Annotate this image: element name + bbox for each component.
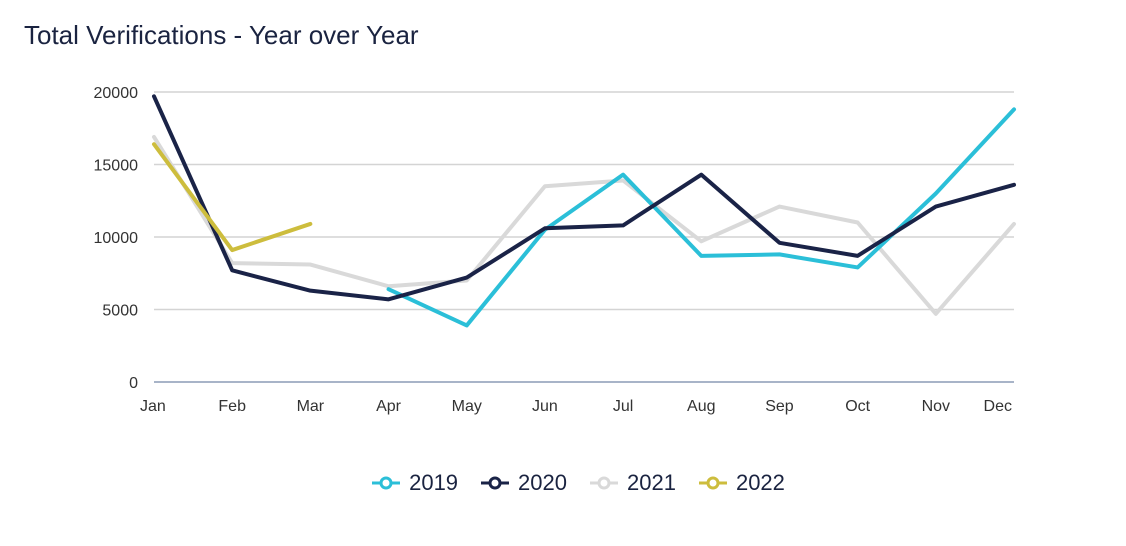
x-tick-label: Oct: [845, 398, 870, 415]
y-tick-label: 15000: [94, 158, 139, 175]
series-line-2021: [152, 134, 1016, 316]
legend-label: 2022: [735, 470, 785, 495]
x-axis-tick-labels: Jan Feb Mar Apr May Jun Jul Aug Sep Oct Nov Dec: [140, 398, 1012, 415]
x-tick-label: Nov: [922, 398, 950, 415]
chart-legend: 2019 2020 2021 2022: [0, 470, 1126, 496]
x-tick-label: Jan: [140, 398, 166, 415]
series-line-2020: [152, 94, 1016, 302]
x-tick-label: Sep: [765, 398, 794, 415]
x-tick-label: May: [452, 398, 482, 415]
x-tick-label: Jul: [613, 398, 633, 415]
legend-swatch-icon: [372, 476, 401, 490]
x-tick-label: Mar: [297, 398, 325, 415]
gridlines: [154, 91, 1014, 383]
legend-swatch-icon: [698, 476, 727, 490]
legend-item-2019[interactable]: 2019: [371, 470, 458, 496]
y-tick-label: 5000: [102, 303, 138, 320]
series-line-2022: [152, 142, 313, 253]
x-tick-label: Apr: [376, 398, 402, 415]
y-tick-label: 20000: [94, 85, 139, 102]
x-tick-label: Aug: [687, 398, 715, 415]
series-line-2019: [386, 107, 1016, 328]
legend-swatch-icon: [481, 476, 510, 490]
legend-item-2021[interactable]: 2021: [589, 470, 676, 496]
legend-item-2020[interactable]: 2020: [480, 470, 567, 496]
y-tick-label: 0: [129, 375, 138, 392]
y-tick-label: 10000: [94, 230, 139, 247]
series-lines: [152, 94, 1016, 328]
x-tick-label: Jun: [532, 398, 558, 415]
legend-label: 2021: [627, 470, 676, 495]
x-tick-label: Dec: [984, 398, 1012, 415]
x-tick-label: Feb: [218, 398, 246, 415]
legend-label: 2020: [518, 470, 567, 495]
legend-item-2022[interactable]: 2022: [698, 470, 785, 496]
y-axis-tick-labels: 0 5000 10000 15000 20000: [94, 85, 139, 392]
chart-title: Total Verifications - Year over Year: [24, 20, 419, 50]
legend-label: 2019: [409, 470, 459, 495]
legend-swatch-icon: [590, 476, 618, 490]
